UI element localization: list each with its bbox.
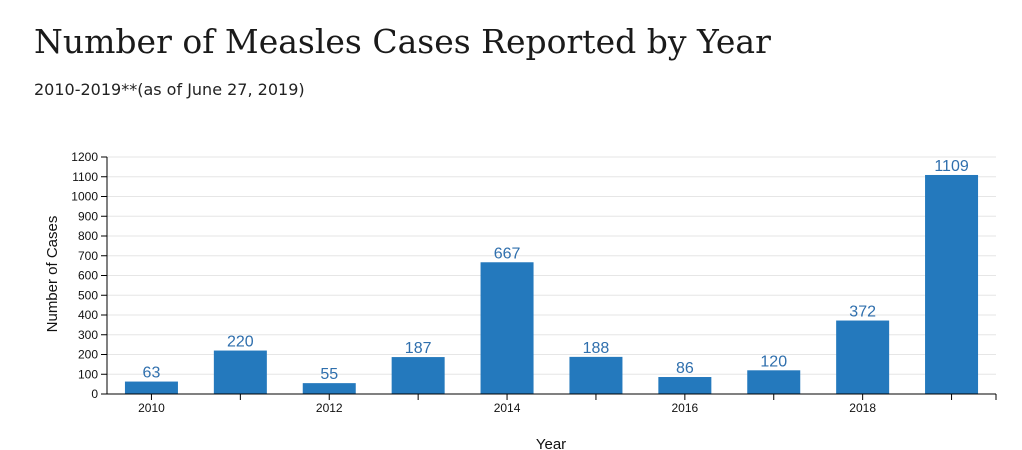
y-tick-label: 0 bbox=[91, 387, 98, 401]
data-label-2012: 55 bbox=[320, 366, 338, 383]
bar-2013 bbox=[391, 357, 445, 394]
bar-2015 bbox=[569, 356, 623, 394]
y-tick-label: 300 bbox=[78, 328, 98, 342]
bars bbox=[124, 174, 979, 394]
y-tick-label: 500 bbox=[78, 288, 98, 302]
bar-2010 bbox=[124, 381, 178, 394]
data-label-2018: 372 bbox=[849, 304, 876, 321]
data-label-2015: 188 bbox=[583, 340, 610, 357]
data-labels: 63 220 55 187 667 188 86 120 372 1109 bbox=[143, 158, 969, 383]
y-tick-label: 1100 bbox=[72, 170, 98, 184]
bar-2012 bbox=[302, 383, 356, 394]
y-tick-label: 700 bbox=[78, 249, 98, 263]
bar-2014 bbox=[480, 262, 534, 394]
data-label-2017: 120 bbox=[760, 353, 787, 370]
data-label-2010: 63 bbox=[143, 365, 161, 382]
data-label-2011: 220 bbox=[227, 334, 254, 351]
bar-2018 bbox=[836, 320, 890, 394]
y-tick-label: 1200 bbox=[71, 150, 98, 164]
x-axis-title: Year bbox=[536, 436, 566, 450]
data-label-2016: 86 bbox=[676, 360, 694, 377]
y-tick-label: 600 bbox=[78, 269, 98, 283]
data-label-2014: 667 bbox=[494, 245, 521, 262]
bar-2019 bbox=[925, 174, 979, 394]
x-tick-label-2012: 2012 bbox=[316, 401, 343, 415]
chart-subtitle: 2010-2019**(as of June 27, 2019) bbox=[34, 80, 305, 99]
data-label-2013: 187 bbox=[405, 340, 432, 357]
y-tick-label: 100 bbox=[78, 367, 98, 381]
y-tick-label: 800 bbox=[78, 229, 98, 243]
x-tick-label-2016: 2016 bbox=[671, 401, 698, 415]
y-tick-label: 200 bbox=[78, 348, 98, 362]
x-tick-label-2010: 2010 bbox=[138, 401, 165, 415]
axes: 0 100 200 300 400 500 600 700 800 900 1000 1100 1200… bbox=[71, 150, 997, 415]
y-tick-label: 900 bbox=[78, 209, 98, 223]
y-tick-label: 1000 bbox=[71, 190, 98, 204]
x-tick-label-2014: 2014 bbox=[494, 401, 521, 415]
bar-2016 bbox=[658, 377, 712, 394]
x-tick-label-2018: 2018 bbox=[849, 401, 876, 415]
bar-2017 bbox=[747, 370, 801, 394]
y-tick-label: 400 bbox=[78, 308, 98, 322]
y-axis-title: Number of Cases bbox=[44, 216, 61, 333]
data-label-2019: 1109 bbox=[934, 158, 969, 175]
bar-2011 bbox=[213, 350, 267, 394]
chart-title: Number of Measles Cases Reported by Year bbox=[34, 22, 771, 61]
